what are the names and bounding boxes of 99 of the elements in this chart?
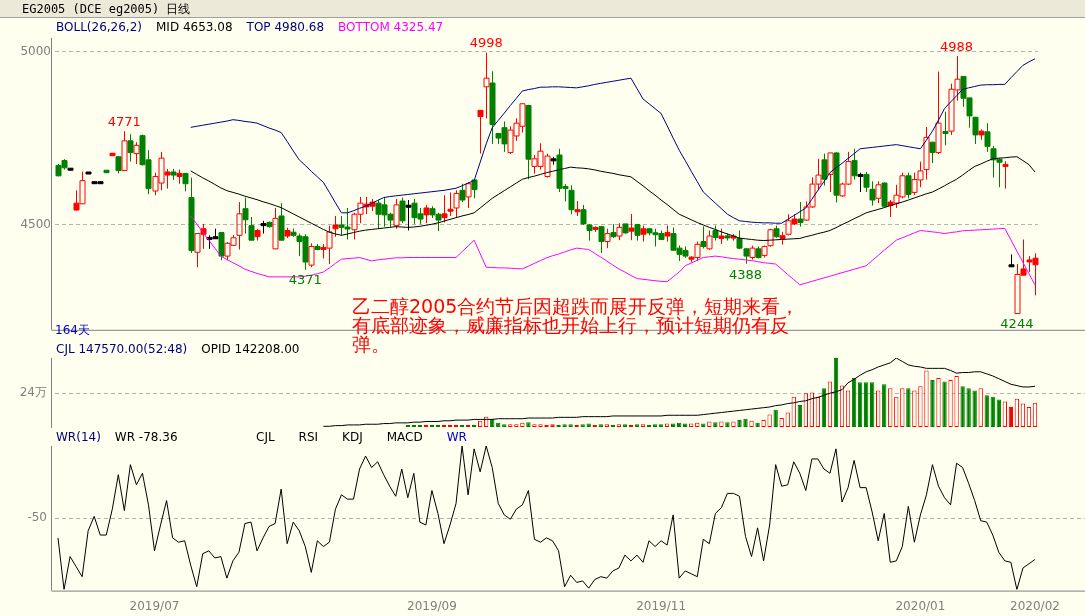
- candlestick: [1008, 253, 1015, 268]
- candlestick: [477, 109, 484, 155]
- text: CJL: [256, 430, 275, 444]
- candlestick: [248, 216, 255, 242]
- text: WR -78.36: [114, 430, 178, 444]
- legend-title: WR(14): [56, 430, 101, 444]
- annotation: 4244: [1000, 316, 1034, 332]
- candlestick: [127, 133, 134, 163]
- bar: [942, 381, 947, 427]
- candlestick: [67, 167, 74, 171]
- candlestick: [881, 181, 888, 208]
- candlestick: [489, 70, 496, 145]
- text: MACD: [386, 430, 423, 444]
- bar: [930, 380, 935, 427]
- candlestick: [749, 245, 756, 261]
- candlestick: [640, 225, 647, 243]
- candlestick: [260, 220, 267, 235]
- candlestick: [616, 222, 623, 241]
- candlestick: [133, 141, 140, 165]
- text: -50: [27, 509, 47, 524]
- candlestick: [182, 172, 189, 192]
- candlestick: [284, 227, 291, 239]
- candlestick: [857, 172, 864, 193]
- legend-title: BOLL(26,26,2): [56, 20, 143, 34]
- ref-line-label: 24万: [19, 384, 47, 399]
- candlestick: [712, 225, 719, 242]
- candlestick: [929, 141, 936, 164]
- candlestick: [628, 213, 635, 241]
- candlestick: [103, 169, 110, 174]
- candlestick: [550, 156, 557, 166]
- candlestick: [604, 228, 611, 249]
- candlestick: [218, 231, 225, 261]
- candlestick: [610, 223, 617, 239]
- candlestick: [278, 202, 285, 242]
- bar: [966, 388, 971, 427]
- candlestick: [188, 177, 195, 254]
- y-tick-label: 4500: [20, 217, 51, 232]
- text: BOTTOM 4325.47: [338, 20, 444, 34]
- x-tick-label: 2019/11: [636, 598, 687, 613]
- candlestick: [622, 223, 629, 235]
- candlestick: [1002, 160, 1009, 190]
- text: KDJ: [342, 430, 363, 444]
- candlestick: [459, 183, 466, 203]
- candlestick: [978, 128, 985, 141]
- text: OPID 142208.00: [201, 342, 300, 356]
- candlestick: [634, 224, 641, 242]
- text: WR: [446, 430, 467, 444]
- annotation: 164天: [55, 322, 90, 339]
- candlestick: [109, 152, 116, 157]
- annotation: 乙二醇2005合约节后因超跌而展开反弹，短期来看，有底部迹象，威廉指标也开始上行，预计短期仍有反弹。: [352, 295, 801, 355]
- candlestick: [664, 225, 671, 243]
- candlestick: [598, 225, 605, 254]
- bar: [960, 386, 965, 427]
- candlestick: [773, 225, 780, 239]
- x-tick-label: 2020/01: [895, 598, 946, 613]
- bar: [906, 388, 911, 427]
- candlestick: [170, 168, 177, 181]
- candlestick: [833, 151, 840, 203]
- annotation: 4998: [469, 35, 503, 51]
- candlestick: [254, 228, 261, 242]
- candlestick: [700, 225, 707, 249]
- candlestick: [115, 155, 122, 174]
- candlestick: [821, 153, 828, 186]
- annotation: 4388: [728, 266, 763, 282]
- candlestick: [471, 178, 478, 199]
- candlestick: [592, 225, 599, 233]
- annotation: 4771: [107, 114, 141, 129]
- chart-title: CJL 147570.00(52:48): [56, 342, 188, 356]
- chart-title: EG2005 (DCE eg2005) 日线: [0, 0, 1085, 18]
- text: RSI: [298, 430, 319, 444]
- candlestick: [399, 197, 406, 224]
- x-tick-label: 2019/09: [406, 598, 457, 613]
- candlestick: [797, 201, 804, 228]
- candlestick: [942, 111, 949, 146]
- candlestick: [314, 243, 321, 251]
- candlestick: [905, 172, 912, 199]
- candlestick: [242, 197, 249, 235]
- text: TOP 4980.68: [246, 20, 325, 34]
- candlestick: [851, 148, 858, 181]
- x-tick-label: 2020/02: [1010, 598, 1060, 613]
- candlestick: [755, 245, 762, 260]
- annotation: 4988: [940, 38, 974, 54]
- candlestick: [176, 169, 183, 185]
- candlestick: [718, 228, 725, 245]
- bar: [773, 409, 778, 427]
- candlestick: [574, 200, 581, 217]
- candlestick: [423, 204, 430, 224]
- candlestick: [483, 52, 490, 119]
- y-tick-label: 5000: [20, 43, 51, 58]
- candlestick: [724, 233, 731, 242]
- x-tick-label: 2019/07: [129, 598, 180, 613]
- candlestick: [266, 220, 273, 229]
- text: MID 4653.08: [156, 20, 233, 34]
- candlestick: [332, 215, 339, 238]
- annotation: 4371: [288, 272, 322, 288]
- candlestick: [405, 199, 412, 231]
- bar: [743, 418, 748, 427]
- candlestick: [85, 171, 92, 175]
- candlestick: [525, 104, 532, 180]
